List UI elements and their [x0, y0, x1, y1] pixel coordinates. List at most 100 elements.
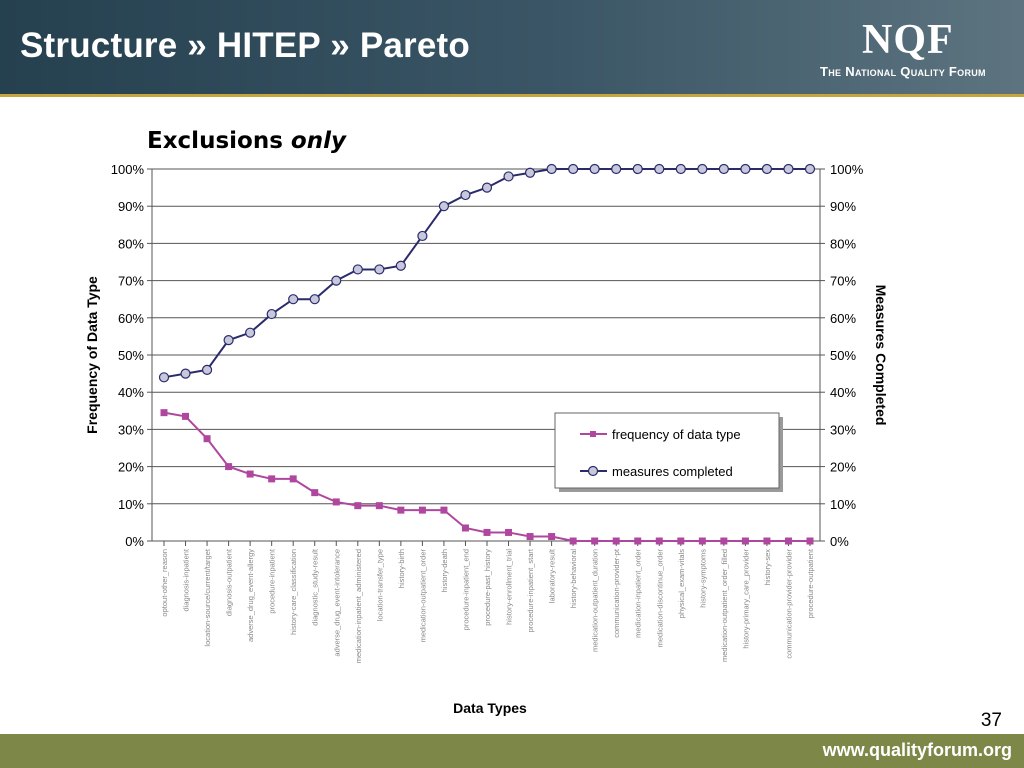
frequency-point — [483, 528, 491, 536]
completed-point — [568, 163, 579, 175]
x-tick-label: diagnosis-outpatient — [225, 548, 234, 616]
x-tick-label: medication-inpatient_order — [634, 549, 643, 638]
x-tick-label: history-primary_care_provider — [741, 549, 750, 649]
chart-ticks: 0% 0% 10% 10% 20% 20% 30% 30% 40% 40% 50% 50% 60% 60%… — [111, 162, 864, 549]
frequency-point — [548, 533, 556, 541]
y2-tick-label: 70% — [830, 274, 856, 289]
completed-point — [804, 163, 816, 175]
x-tick-label: history-symptoms — [698, 549, 707, 608]
header-divider — [0, 94, 1024, 97]
x-tick-label: procedure-inpatient_end — [461, 549, 470, 630]
frequency-point — [634, 537, 642, 545]
y-tick-label: 0% — [125, 534, 144, 549]
frequency-point — [440, 506, 448, 514]
x-tick-labels: optout-other_reason diagnosis-inpatient lo… — [160, 548, 815, 663]
y-tick-label: 10% — [118, 497, 144, 512]
completed-point — [783, 163, 794, 175]
chart-series — [158, 163, 816, 545]
nqf-logo-tagline: The National Quality Forum — [820, 64, 986, 79]
y-tick-label: 20% — [118, 460, 144, 475]
y2-tick-label: 0% — [830, 534, 849, 549]
chart-subtitle: Exclusions only — [147, 128, 346, 154]
y2-tick-label: 40% — [830, 385, 856, 400]
frequency-point — [354, 502, 362, 510]
frequency-point — [225, 463, 233, 471]
x-tick-label: optout-other_reason — [160, 549, 169, 617]
completed-point — [697, 163, 708, 175]
completed-point — [223, 335, 234, 346]
legend-completed-label: measures completed — [612, 464, 733, 479]
x-tick-label: physical_exam-vitals — [677, 549, 686, 618]
completed-series-line — [163, 168, 810, 379]
completed-point — [180, 368, 191, 379]
x-tick-label: procedure-past_history — [483, 549, 492, 626]
completed-point — [503, 171, 514, 182]
y-tick-label: 60% — [118, 311, 144, 326]
completed-point — [288, 294, 299, 305]
completed-point — [266, 308, 277, 320]
x-tick-label: procedure-inpatient — [268, 548, 277, 614]
completed-point — [675, 163, 686, 175]
x-tick-label: history-death — [440, 549, 449, 592]
y-tick-label: 100% — [111, 162, 145, 177]
x-tick-label: diagnosis-inpatient — [182, 548, 191, 611]
frequency-point — [784, 537, 792, 545]
x-tick-label: location-source/current/target — [203, 548, 212, 646]
frequency-point — [246, 470, 254, 478]
completed-point — [718, 163, 729, 175]
x-tick-label: procedure-outpatient — [806, 548, 815, 618]
completed-point — [201, 364, 213, 375]
y2-tick-label: 20% — [830, 460, 856, 475]
nqf-tagline-text: The National Quality Forum — [820, 64, 986, 79]
y2-tick-label: 10% — [830, 497, 856, 512]
frequency-point — [612, 537, 620, 545]
completed-point — [611, 163, 622, 175]
completed-point — [481, 182, 493, 193]
subtitle-main: Exclusions — [147, 128, 283, 154]
x-tick-label: medication-outpatient_order_filled — [720, 549, 729, 662]
frequency-point — [461, 524, 469, 532]
x-tick-label: medication-outpatient_duration — [591, 549, 600, 652]
chart-legend: frequency of data type measures complete… — [554, 412, 783, 492]
page-number: 37 — [980, 710, 1002, 731]
y-tick-label: 80% — [118, 236, 144, 251]
x-tick-label: history-enrollment_trial — [505, 549, 514, 625]
legend-frequency-label: frequency of data type — [612, 427, 741, 442]
frequency-point — [806, 537, 814, 545]
completed-point — [761, 163, 773, 175]
frequency-point — [526, 533, 534, 541]
x-tick-label: laboratory-result — [548, 548, 557, 603]
slide-title: Structure » HITEP » Pareto — [20, 26, 470, 65]
frequency-point — [203, 435, 211, 443]
y2-tick-label: 60% — [830, 311, 856, 326]
x-tick-label: medication-outpatient_order — [418, 549, 427, 643]
completed-point — [309, 294, 320, 305]
y2-tick-label: 50% — [830, 348, 856, 363]
y-tick-label: 50% — [118, 348, 144, 363]
frequency-point — [741, 537, 749, 545]
y-tick-label: 40% — [118, 385, 144, 400]
completed-point — [352, 264, 363, 275]
completed-point — [654, 163, 665, 175]
completed-point — [417, 230, 428, 242]
x-tick-label: medication-discontinue_order — [655, 548, 664, 647]
footer-url[interactable]: www.qualityforum.org — [822, 740, 1012, 760]
frequency-point — [655, 537, 663, 545]
x-tick-label: diagnostic_study-result — [311, 548, 320, 626]
x-tick-label: history-care_classification — [289, 549, 298, 635]
x-tick-label: procedure-inpatient_start — [526, 548, 535, 632]
frequency-point — [418, 506, 426, 514]
x-tick-label: history-behavioral — [569, 549, 578, 609]
y-tick-label: 70% — [118, 274, 144, 289]
frequency-point — [397, 506, 405, 514]
frequency-point — [677, 537, 685, 545]
frequency-point — [569, 537, 577, 545]
frequency-point — [375, 502, 383, 510]
x-tick-label: adverse_drug_event-intolerance — [332, 549, 341, 657]
completed-point — [438, 201, 450, 212]
legend-frequency-marker — [590, 431, 596, 437]
completed-point — [460, 189, 471, 201]
y2-tick-label: 100% — [830, 162, 864, 177]
legend-completed-marker — [587, 465, 599, 477]
